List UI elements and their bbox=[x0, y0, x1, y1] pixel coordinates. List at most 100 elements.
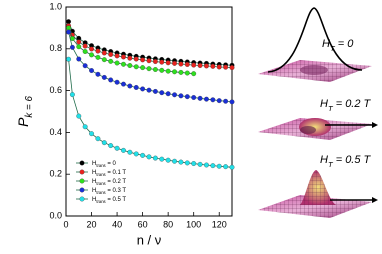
data-point bbox=[76, 113, 82, 119]
data-point bbox=[223, 98, 229, 104]
data-point bbox=[82, 63, 88, 69]
data-point bbox=[146, 154, 152, 160]
surface-1 bbox=[258, 118, 378, 140]
x-tick-label: 0 bbox=[63, 219, 68, 229]
data-point bbox=[101, 140, 107, 146]
y-axis-label: Pk = 6 bbox=[15, 96, 35, 127]
data-point bbox=[66, 29, 72, 35]
data-point bbox=[216, 98, 222, 104]
data-point bbox=[172, 158, 177, 164]
data-point bbox=[191, 62, 197, 68]
data-point bbox=[82, 49, 88, 54]
data-point bbox=[140, 57, 146, 63]
data-point bbox=[210, 63, 216, 69]
data-point bbox=[165, 68, 171, 74]
data-point bbox=[159, 59, 165, 65]
x-axis-label: n / ν bbox=[137, 232, 162, 247]
legend-label: Htrans = 0.5 T bbox=[92, 197, 126, 204]
x-tick-label: 120 bbox=[212, 219, 227, 229]
data-point bbox=[76, 44, 82, 50]
data-point bbox=[133, 85, 139, 90]
data-point bbox=[159, 90, 165, 96]
legend-marker bbox=[79, 178, 85, 184]
data-point bbox=[76, 56, 82, 62]
data-point bbox=[165, 60, 171, 66]
data-point bbox=[140, 152, 146, 158]
data-point bbox=[152, 88, 158, 94]
data-point bbox=[178, 159, 184, 165]
data-point bbox=[133, 64, 139, 70]
data-point bbox=[210, 163, 216, 169]
legend-label: Htrans = 0.2 T bbox=[92, 179, 126, 186]
legend-marker bbox=[79, 169, 85, 175]
data-point bbox=[229, 65, 235, 71]
legend-label: Htrans = 0.1 T bbox=[92, 170, 126, 177]
annotation: HT = 0 bbox=[322, 38, 354, 53]
data-point bbox=[127, 149, 133, 155]
data-point bbox=[184, 160, 190, 166]
data-point bbox=[82, 43, 88, 49]
data-point bbox=[133, 56, 139, 62]
data-point bbox=[95, 71, 101, 77]
data-point bbox=[76, 39, 82, 45]
data-point bbox=[101, 57, 107, 63]
data-point bbox=[172, 92, 177, 98]
data-point bbox=[101, 74, 107, 80]
surface-2 bbox=[258, 170, 378, 218]
data-point bbox=[223, 64, 229, 70]
data-point bbox=[146, 58, 152, 64]
legend-marker bbox=[79, 160, 85, 166]
data-point bbox=[178, 93, 184, 99]
y-tick-label: 0.8 bbox=[49, 43, 62, 53]
data-point bbox=[165, 91, 171, 97]
x-tick-label: 100 bbox=[186, 219, 201, 229]
data-point bbox=[66, 25, 72, 31]
data-point bbox=[204, 63, 209, 69]
data-point bbox=[121, 54, 126, 60]
y-tick-label: 1.0 bbox=[49, 1, 62, 11]
legend-marker bbox=[79, 196, 85, 202]
data-point bbox=[178, 69, 184, 75]
data-point bbox=[229, 164, 235, 170]
data-point bbox=[89, 46, 94, 52]
data-point bbox=[191, 95, 197, 100]
data-point bbox=[89, 131, 94, 137]
data-point bbox=[133, 151, 139, 157]
data-point bbox=[127, 55, 133, 61]
data-point bbox=[114, 60, 120, 66]
data-point bbox=[101, 50, 107, 56]
data-point bbox=[146, 87, 152, 93]
data-point bbox=[95, 136, 101, 142]
data-point bbox=[114, 53, 120, 59]
data-point bbox=[69, 44, 75, 50]
data-point bbox=[108, 77, 114, 83]
annotation: HT = 0.2 T bbox=[320, 98, 372, 113]
surface-0 bbox=[258, 7, 372, 82]
x-tick-label: 60 bbox=[138, 219, 148, 229]
data-point bbox=[216, 64, 222, 70]
y-tick-label: 0.6 bbox=[49, 85, 62, 95]
x-tick-label: 20 bbox=[87, 219, 97, 229]
y-tick-label: 0.0 bbox=[49, 210, 62, 220]
data-point bbox=[159, 156, 165, 162]
data-point bbox=[121, 81, 126, 87]
data-point bbox=[178, 61, 184, 67]
y-tick-label: 0.2 bbox=[49, 169, 62, 179]
data-point bbox=[210, 97, 216, 103]
data-point bbox=[114, 79, 120, 85]
y-tick-label: 0.4 bbox=[49, 127, 62, 137]
data-point bbox=[172, 69, 177, 75]
data-point bbox=[152, 59, 158, 64]
data-point bbox=[184, 94, 190, 100]
data-point bbox=[172, 60, 177, 66]
data-point bbox=[82, 124, 88, 130]
data-point bbox=[152, 155, 158, 161]
data-point bbox=[140, 65, 146, 71]
data-point bbox=[152, 67, 158, 72]
data-point bbox=[95, 48, 101, 54]
data-point bbox=[127, 83, 133, 89]
data-point bbox=[121, 61, 126, 67]
plot-frame bbox=[65, 6, 233, 217]
data-point bbox=[108, 143, 114, 149]
